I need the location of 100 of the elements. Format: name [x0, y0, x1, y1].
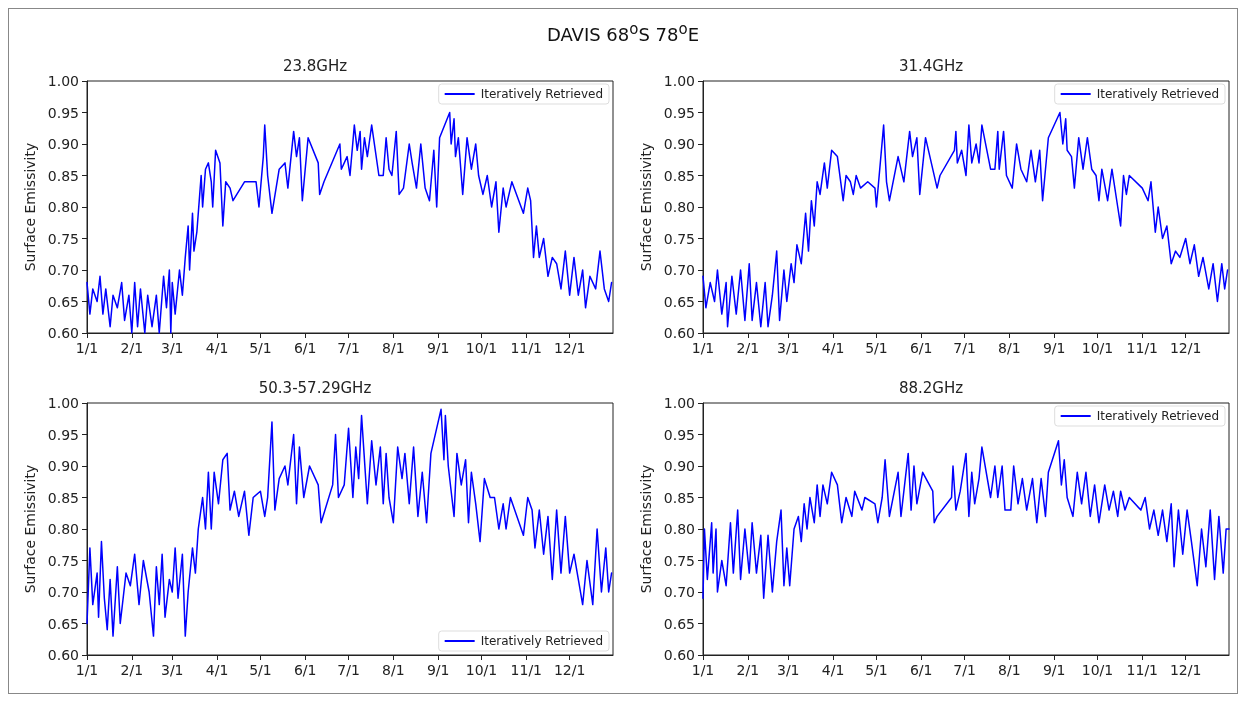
y-tick-label: 0.60	[47, 647, 79, 663]
line-series	[702, 111, 1229, 328]
x-tick-label: 6/1	[909, 340, 933, 356]
x-tick-label: 2/1	[736, 662, 760, 678]
y-tick-label: 0.70	[47, 584, 79, 600]
x-tick-label: 12/1	[553, 662, 586, 678]
y-tick-label: 0.90	[663, 458, 695, 474]
y-tick-label: 0.65	[47, 615, 79, 632]
y-tick-label: 0.85	[47, 489, 79, 506]
chart-subtitle: 23.8GHz	[282, 56, 348, 75]
y-tick-label: 0.95	[663, 104, 695, 121]
x-tick-label: 3/1	[160, 340, 184, 356]
y-tick-label: 1.00	[663, 73, 695, 89]
y-tick-label: 0.60	[663, 325, 695, 341]
x-tick-label: 5/1	[865, 340, 888, 356]
y-tick-label: 0.75	[47, 230, 79, 247]
x-tick-label: 1/1	[691, 662, 715, 678]
y-tick-label: 0.75	[47, 552, 79, 569]
y-tick-label: 0.70	[663, 584, 695, 600]
x-tick-label: 2/1	[736, 340, 760, 356]
x-tick-label: 11/1	[1126, 340, 1159, 356]
x-tick-label: 8/1	[998, 340, 1021, 356]
x-tick-label: 7/1	[337, 340, 360, 356]
chart-title: DAVIS 68$^{o}$S 78$^{o}$E	[545, 19, 701, 47]
y-tick-label: 0.90	[47, 136, 79, 152]
legend-label: Iteratively Retrieved	[480, 87, 603, 101]
y-tick-label: 0.80	[663, 521, 695, 537]
y-tick-label: 0.90	[47, 458, 79, 474]
x-tick-label: 2/1	[120, 662, 144, 678]
x-tick-label: 6/1	[293, 662, 317, 678]
legend-label: Iteratively Retrieved	[1096, 409, 1219, 423]
line-series	[86, 408, 613, 637]
y-tick-label: 1.00	[663, 395, 695, 411]
y-axis-title: Surface Emissivity	[637, 142, 654, 272]
x-tick-label: 4/1	[205, 662, 229, 678]
x-tick-label: 5/1	[249, 340, 272, 356]
x-tick-label: 3/1	[776, 340, 800, 356]
y-axis-title: Surface Emissivity	[21, 464, 38, 594]
y-tick-label: 1.00	[47, 395, 79, 411]
x-tick-label: 12/1	[1169, 662, 1202, 678]
x-tick-label: 4/1	[821, 340, 845, 356]
x-tick-label: 11/1	[1126, 662, 1159, 678]
x-tick-label: 2/1	[120, 340, 144, 356]
x-tick-label: 4/1	[821, 662, 845, 678]
y-tick-label: 0.65	[47, 293, 79, 310]
x-tick-label: 7/1	[953, 662, 976, 678]
x-tick-label: 9/1	[1042, 340, 1066, 356]
x-tick-label: 5/1	[249, 662, 272, 678]
y-tick-label: 0.95	[663, 426, 695, 443]
x-tick-label: 10/1	[465, 340, 498, 356]
x-tick-label: 11/1	[510, 340, 543, 356]
x-tick-label: 3/1	[776, 662, 800, 678]
x-tick-label: 1/1	[75, 662, 99, 678]
y-tick-label: 0.70	[47, 262, 79, 278]
x-tick-label: 11/1	[510, 662, 543, 678]
y-tick-label: 0.90	[663, 136, 695, 152]
x-tick-label: 6/1	[293, 340, 317, 356]
y-tick-label: 0.85	[663, 489, 695, 506]
x-tick-label: 6/1	[909, 662, 933, 678]
x-tick-label: 12/1	[553, 340, 586, 356]
y-tick-label: 0.65	[663, 293, 695, 310]
y-axis-title: Surface Emissivity	[637, 464, 654, 594]
y-tick-label: 0.95	[47, 104, 79, 121]
line-series	[702, 440, 1230, 600]
x-tick-label: 8/1	[382, 662, 405, 678]
x-tick-label: 7/1	[953, 340, 976, 356]
y-tick-label: 0.75	[663, 552, 695, 569]
x-tick-label: 9/1	[1042, 662, 1066, 678]
y-tick-label: 0.80	[47, 521, 79, 537]
x-tick-label: 12/1	[1169, 340, 1202, 356]
y-tick-label: 0.80	[663, 199, 695, 215]
x-tick-label: 9/1	[426, 340, 450, 356]
y-axis-title: Surface Emissivity	[21, 142, 38, 272]
chart-title: 50.3-57.29GHz	[258, 378, 372, 397]
x-tick-label: 10/1	[1081, 662, 1114, 678]
y-tick-label: 0.80	[47, 199, 79, 215]
x-tick-label: 10/1	[465, 662, 498, 678]
x-tick-label: 10/1	[1081, 340, 1114, 356]
y-tick-label: 0.65	[663, 615, 695, 632]
y-tick-label: 1.00	[47, 73, 79, 89]
x-tick-label: 7/1	[337, 662, 360, 678]
x-tick-label: 8/1	[998, 662, 1021, 678]
legend-label: Iteratively Retrieved	[1096, 87, 1219, 101]
y-tick-label: 0.75	[663, 230, 695, 247]
x-tick-label: 9/1	[426, 662, 450, 678]
x-tick-label: 1/1	[691, 340, 715, 356]
y-tick-label: 0.85	[663, 167, 695, 184]
y-tick-label: 0.85	[47, 167, 79, 184]
y-tick-label: 0.70	[663, 262, 695, 278]
y-tick-label: 0.95	[47, 426, 79, 443]
chart-title: 31.4GHz	[898, 56, 964, 75]
y-tick-label: 0.60	[47, 325, 79, 341]
x-tick-label: 5/1	[865, 662, 888, 678]
y-tick-label: 0.60	[663, 647, 695, 663]
x-tick-label: 8/1	[382, 340, 405, 356]
legend-label: Iteratively Retrieved	[480, 634, 603, 648]
x-tick-label: 4/1	[205, 340, 229, 356]
x-tick-label: 1/1	[75, 340, 99, 356]
chart-title: 88.2GHz	[898, 378, 964, 397]
x-tick-label: 3/1	[160, 662, 184, 678]
